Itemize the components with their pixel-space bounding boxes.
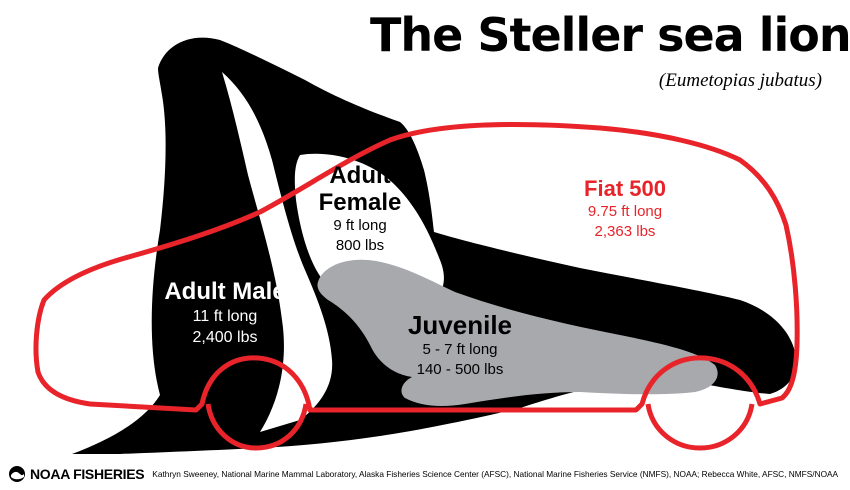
juvenile-silhouette [317,259,718,406]
adult-female-silhouette [228,68,420,240]
adult-male-name: Adult Male [164,278,286,305]
fiat-length: 9.75 ft long [587,203,663,220]
adult-female-name-line1: Adult [329,162,391,189]
rear-wheel [645,403,755,451]
fiat-label: Fiat 500 9.75 ft long 2,363 lbs [555,176,695,242]
adult-female-length: 9 ft long [333,217,387,234]
adult-female-weight: 800 lbs [335,237,385,254]
juvenile-length: 5 - 7 ft long [422,341,498,358]
adult-female-label: Adult Female 9 ft long 800 lbs [290,162,430,256]
front-wheel [205,403,309,451]
noaa-emblem-icon [9,466,25,482]
fiat-weight: 2,363 lbs [594,223,656,240]
adult-female-name-line2: Female [318,189,402,216]
scientific-name: (Eumetopias jubatus) [658,70,822,91]
juvenile-weight: 140 - 500 lbs [416,361,504,378]
footer: NOAA FISHERIES Kathryn Sweeney, National… [8,462,842,486]
page-title: The Steller sea lion [370,8,850,62]
noaa-logo: NOAA FISHERIES [8,465,145,483]
fiat-name: Fiat 500 [584,176,666,201]
juvenile-label: Juvenile 5 - 7 ft long 140 - 500 lbs [385,310,535,380]
juvenile-name: Juvenile [407,310,513,340]
adult-male-label: Adult Male 11 ft long 2,400 lbs [140,278,310,348]
noaa-logo-text: NOAA FISHERIES [30,466,145,482]
fiat-500-outline [33,121,800,413]
adult-male-length: 11 ft long [192,308,258,325]
adult-male-weight: 2,400 lbs [192,329,258,346]
credit-text: Kathryn Sweeney, National Marine Mammal … [152,469,839,479]
